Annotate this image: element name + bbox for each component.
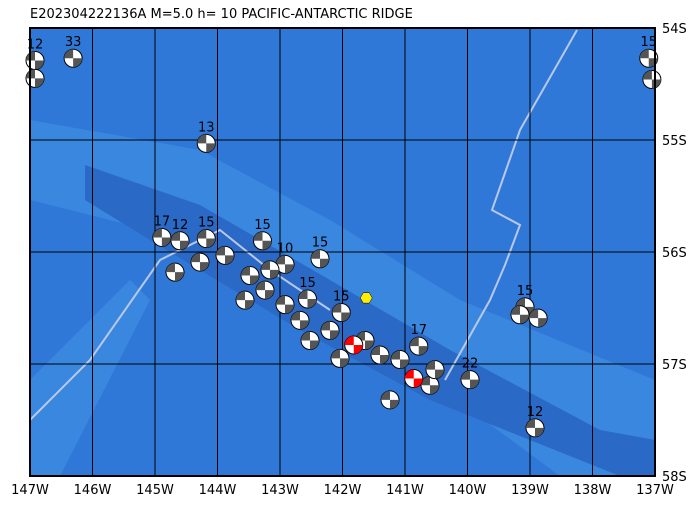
beachball-quadrant <box>241 266 259 285</box>
depth-label: 15 <box>198 216 215 231</box>
beachball-quadrant <box>152 228 171 247</box>
lat-label: 57S <box>662 358 687 373</box>
depth-label: 12 <box>172 218 189 233</box>
beachball-quadrant <box>404 369 423 388</box>
lon-label: 143W <box>261 483 299 498</box>
lon-label: 144W <box>199 483 237 498</box>
beachball-quadrant <box>639 49 658 68</box>
beachball-quadrant <box>171 231 189 250</box>
beachball-quadrant <box>321 321 339 340</box>
beachball-quadrant <box>511 305 529 324</box>
beachball-quadrant <box>421 376 439 395</box>
beachball-quadrant <box>331 349 349 368</box>
depth-label: 15 <box>517 284 534 299</box>
lon-label: 141W <box>386 483 424 498</box>
beachball-quadrant <box>642 70 661 89</box>
lon-label: 139W <box>511 483 549 498</box>
depth-label: 17 <box>154 214 171 229</box>
beachball-quadrant <box>216 246 234 265</box>
beachball-quadrant <box>261 260 279 279</box>
depth-label: 17 <box>410 323 427 338</box>
beachball-quadrant <box>276 255 294 274</box>
lon-label: 142W <box>324 483 362 498</box>
events <box>25 48 662 438</box>
depth-label: 15 <box>333 289 350 304</box>
beachball-quadrant <box>301 331 319 350</box>
beachball-quadrant <box>236 291 254 310</box>
trench <box>85 165 655 476</box>
frame <box>29 27 656 477</box>
depth-label: 15 <box>254 218 271 233</box>
depth-label: 13 <box>198 120 215 135</box>
beachball-quadrant <box>64 49 83 68</box>
beachball-quadrant <box>197 229 216 248</box>
beachball-quadrant <box>332 303 351 322</box>
beachball-quadrant <box>516 297 534 316</box>
beachball-quadrant <box>298 290 317 309</box>
beachball-quadrant <box>344 335 363 354</box>
lat-label: 55S <box>662 134 687 149</box>
beachball-quadrant <box>526 418 544 437</box>
epicenter <box>359 292 373 304</box>
beachball-quadrant <box>311 249 329 268</box>
beachball-quadrant <box>461 370 479 389</box>
beachball-quadrant <box>409 337 428 356</box>
depth-label: 22 <box>462 357 479 372</box>
depth-label: 12 <box>27 37 44 52</box>
lon-label: 140W <box>449 483 487 498</box>
lon-label: 147W <box>11 483 49 498</box>
lon-label: 145W <box>136 483 174 498</box>
lon-label: 137W <box>636 483 674 498</box>
depth-label: 15 <box>312 236 329 251</box>
beachball-quadrant <box>253 231 272 250</box>
beachball-quadrant <box>256 281 274 300</box>
beachball-quadrant <box>191 253 209 272</box>
beachball-quadrant <box>529 309 548 328</box>
lat-label: 56S <box>662 246 687 261</box>
beachball-quadrant <box>371 346 389 365</box>
beachball-quadrant <box>426 360 444 379</box>
depth-label: 10 <box>277 241 294 256</box>
depth-label: 33 <box>65 35 82 50</box>
ridge <box>444 29 578 381</box>
lat-label: 58S <box>662 470 687 485</box>
depth-label: 12 <box>527 405 544 420</box>
lat-label: 54S <box>662 22 687 37</box>
beachball-quadrant <box>197 134 216 153</box>
lon-label: 146W <box>74 483 112 498</box>
beachball-quadrant <box>356 331 374 350</box>
beachball-quadrant <box>166 263 184 282</box>
beachball-quadrant <box>276 295 294 314</box>
map-title: E202304222136A M=5.0 h= 10 PACIFIC-ANTAR… <box>30 7 413 22</box>
grid <box>29 27 656 477</box>
shallow-area <box>30 280 150 476</box>
beachball-quadrant <box>391 350 409 369</box>
beachball-quadrant <box>381 390 399 409</box>
depth-label: 15 <box>299 276 316 291</box>
beachball-quadrant <box>291 311 309 330</box>
depth-label: 15 <box>640 35 657 50</box>
lon-label: 138W <box>574 483 612 498</box>
